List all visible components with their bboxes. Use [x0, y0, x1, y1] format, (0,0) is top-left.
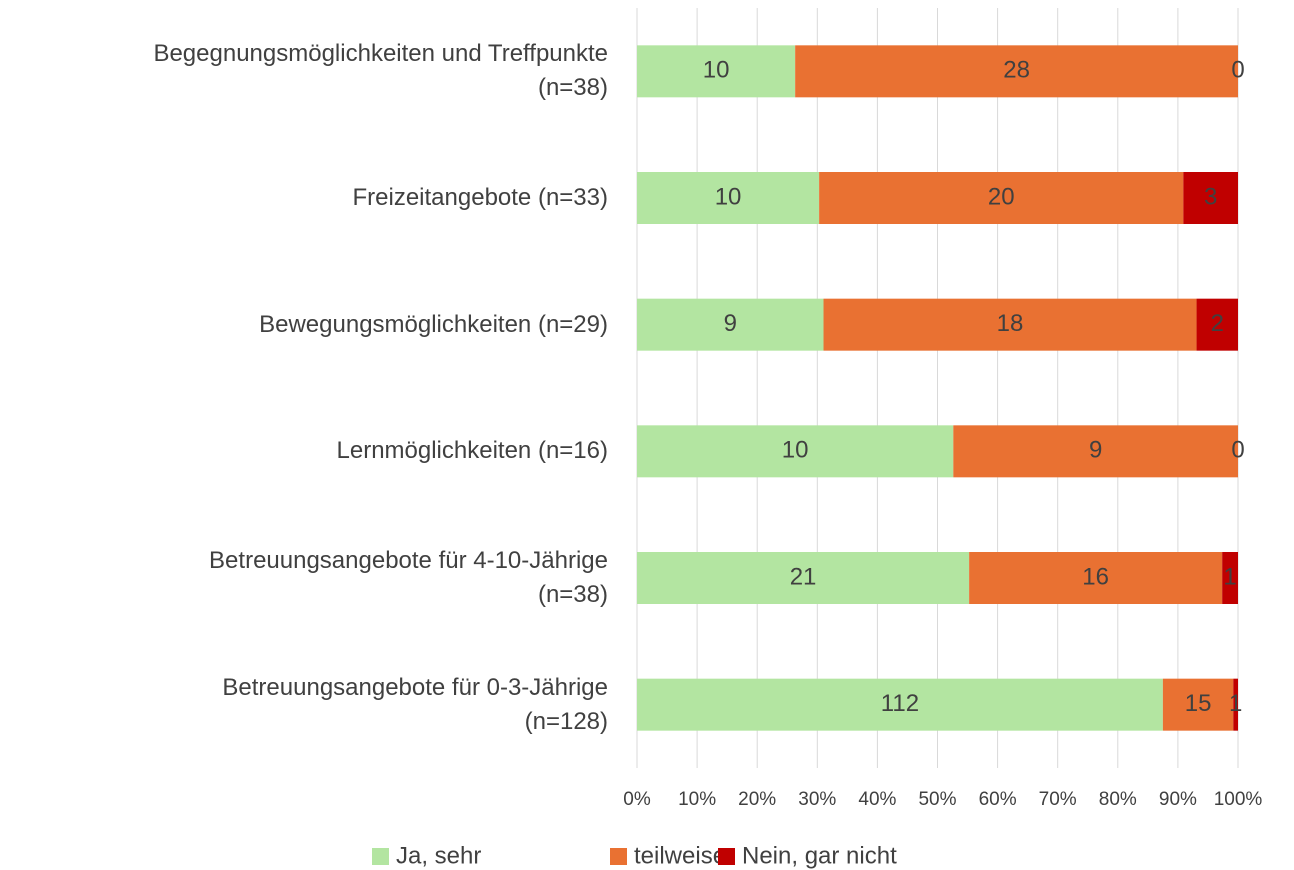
data-label: 1	[1229, 690, 1242, 717]
bar-segment	[969, 552, 1223, 604]
x-tick-label: 60%	[979, 789, 1017, 810]
bar-segment	[953, 425, 1238, 478]
data-label: 10	[703, 57, 730, 84]
x-tick-label: 50%	[918, 789, 956, 810]
legend-label: Ja, sehr	[396, 842, 481, 869]
data-label: 1	[1223, 563, 1236, 590]
legend-label: teilweise	[634, 842, 726, 869]
x-tick-label: 90%	[1159, 789, 1197, 810]
category-label: Lernmöglichkeiten (n=16)	[336, 437, 609, 465]
data-label: 16	[1082, 563, 1109, 590]
x-tick-label: 10%	[678, 789, 716, 810]
category-label: Begegnungsmöglichkeiten und Treffpunkte …	[153, 40, 608, 102]
x-tick-label: 100%	[1214, 789, 1263, 810]
data-label: 112	[881, 690, 919, 717]
bar-segment	[637, 425, 954, 478]
data-label: 3	[1204, 183, 1217, 210]
x-tick-label: 40%	[858, 789, 896, 810]
data-label: 9	[724, 310, 737, 337]
data-label: 9	[1089, 437, 1102, 464]
bar-segment	[637, 678, 1163, 731]
data-label: 28	[1003, 57, 1030, 84]
bar-segment	[795, 45, 1238, 98]
bar-segment	[1196, 298, 1238, 351]
data-label: 21	[790, 563, 817, 590]
data-label: 10	[782, 437, 809, 464]
bar-segment	[1183, 172, 1238, 224]
legend-swatch	[610, 848, 627, 865]
legend-swatch	[372, 848, 389, 865]
legend-label: Nein, gar nicht	[742, 842, 897, 869]
data-label: 0	[1231, 57, 1244, 84]
bar-segment	[823, 298, 1197, 351]
bar-segment	[819, 172, 1184, 224]
x-tick-label: 80%	[1099, 789, 1137, 810]
bar-segment	[637, 552, 970, 604]
category-label: Freizeitangebote (n=33)	[352, 184, 609, 211]
x-tick-label: 20%	[738, 789, 776, 810]
x-tick-label: 30%	[798, 789, 836, 810]
bar-segment	[637, 298, 824, 351]
data-label: 18	[997, 310, 1024, 337]
data-label: 15	[1185, 690, 1212, 717]
data-label: 20	[988, 183, 1015, 210]
bar-segment	[1222, 552, 1238, 604]
data-label: 2	[1211, 310, 1224, 337]
bar-segment	[1162, 678, 1234, 731]
bar-segment	[637, 45, 796, 98]
data-label: 0	[1231, 437, 1244, 464]
category-label: Betreuungsangebote für 4-10-Jährige (n=3…	[209, 547, 608, 608]
data-label: 10	[715, 183, 742, 210]
legend-swatch	[718, 848, 735, 865]
bar-segment	[637, 172, 820, 224]
category-label: Bewegungsmöglichkeiten (n=29)	[259, 310, 608, 338]
bar-segment	[1233, 678, 1238, 731]
x-tick-label: 0%	[623, 789, 651, 810]
category-label: Betreuungsangebote für 0-3-Jährige (n=12…	[222, 673, 608, 735]
x-tick-label: 70%	[1039, 789, 1077, 810]
